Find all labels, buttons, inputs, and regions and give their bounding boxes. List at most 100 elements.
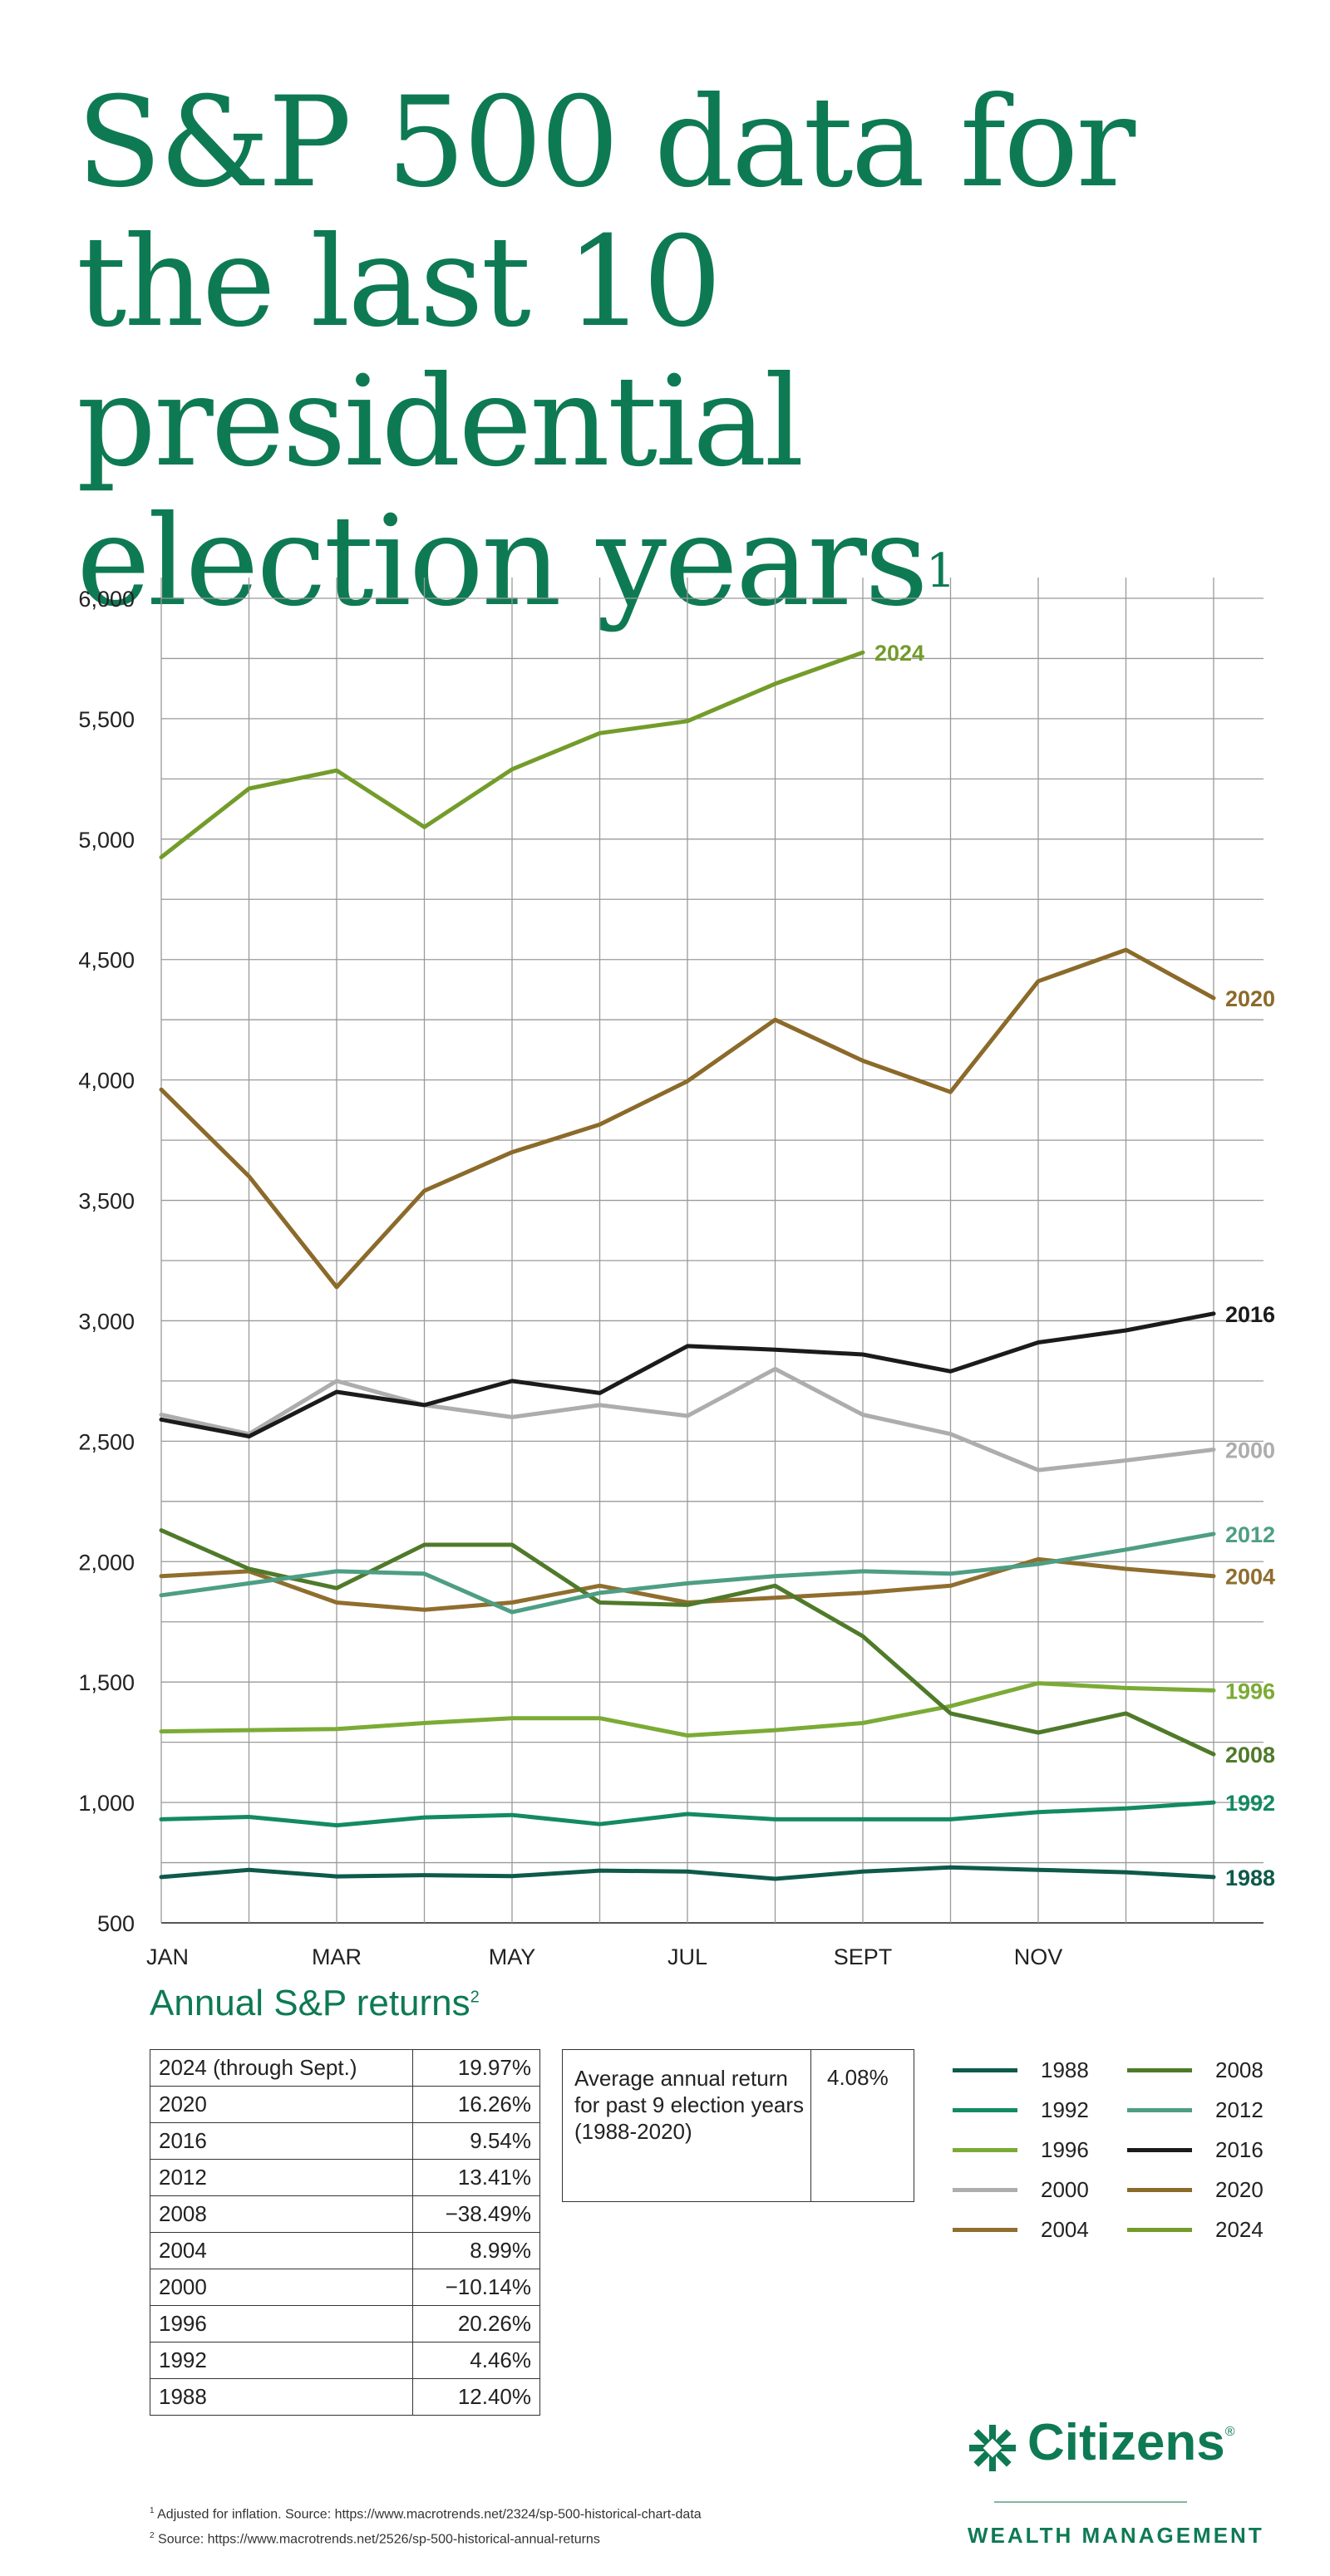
legend-label: 2008 xyxy=(1215,2057,1264,2082)
legend-item: 2024 xyxy=(1127,2217,1264,2242)
series-label-2008: 2008 xyxy=(1225,1743,1275,1767)
chart-axis: 6,000 5,500 5,000 4,500 4,000 3,500 3,000 2,500… xyxy=(78,587,1062,1969)
returns-year: 2016 xyxy=(150,2122,413,2160)
y-tick-label: 5,000 xyxy=(78,828,135,853)
legend-label: 2016 xyxy=(1215,2137,1264,2162)
legend-swatch xyxy=(1127,2107,1192,2112)
returns-value: 16.26% xyxy=(412,2086,540,2123)
footnote-1-marker: 1 xyxy=(150,2506,155,2515)
series-label-1988: 1988 xyxy=(1225,1866,1275,1890)
legend-item: 1992 xyxy=(953,2097,1089,2122)
table-row: 2000 −10.14% xyxy=(150,2269,540,2306)
returns-year: 2004 xyxy=(150,2232,413,2269)
returns-title: Annual S&P returns2 xyxy=(150,1983,480,2024)
returns-table: 2024 (through Sept.) 19.97% 2020 16.26% 2016… xyxy=(150,2049,540,2416)
returns-year: 2000 xyxy=(150,2269,413,2306)
y-tick-label: 4,000 xyxy=(78,1069,135,1094)
y-tick-label: 6,000 xyxy=(78,587,135,612)
footnote-1: 1 Adjusted for inflation. Source: https:… xyxy=(150,2506,702,2522)
series-line-2012 xyxy=(159,1531,1216,1615)
legend-item: 2004 xyxy=(953,2217,1089,2242)
series-line-1988 xyxy=(159,1865,1216,1881)
series-line-2024 xyxy=(159,650,865,860)
series-label-1996: 1996 xyxy=(1225,1679,1275,1703)
line-chart: 6,000 5,500 5,000 4,500 4,000 3,500 3,000 2,500… xyxy=(78,578,1275,1969)
legend-item: 2000 xyxy=(953,2177,1089,2202)
returns-year: 1996 xyxy=(150,2305,413,2342)
series-label-1992: 1992 xyxy=(1225,1791,1275,1816)
legend-swatch xyxy=(953,2107,1017,2112)
legend-label: 2012 xyxy=(1215,2097,1264,2122)
y-tick-label: 5,500 xyxy=(78,707,135,732)
y-tick-label: 3,500 xyxy=(78,1189,135,1214)
legend-item: 1996 xyxy=(953,2137,1089,2162)
returns-year: 1992 xyxy=(150,2342,413,2379)
legend-item: 2012 xyxy=(1127,2097,1264,2122)
series-label-2012: 2012 xyxy=(1225,1522,1275,1547)
returns-year: 1988 xyxy=(150,2378,413,2416)
series-line-2000 xyxy=(159,1366,1216,1472)
returns-value: 4.46% xyxy=(412,2342,540,2379)
footnote-2-text: Source: https://www.macrotrends.net/2526… xyxy=(158,2532,600,2547)
brand-name: Citizens® xyxy=(1027,2413,1235,2472)
brand-name-text: Citizens xyxy=(1027,2414,1225,2471)
legend-item: 2016 xyxy=(1127,2137,1264,2162)
legend-label: 1992 xyxy=(1041,2097,1089,2122)
returns-year: 2012 xyxy=(150,2159,413,2196)
series-label-2016: 2016 xyxy=(1225,1302,1275,1327)
series-label-2004: 2004 xyxy=(1225,1565,1275,1590)
citizens-mark-icon xyxy=(969,2425,1016,2471)
series-line-2020 xyxy=(159,947,1216,1290)
brand-registered-mark: ® xyxy=(1224,2425,1235,2439)
table-row: 2004 8.99% xyxy=(150,2232,540,2269)
y-tick-label: 2,500 xyxy=(78,1429,135,1454)
table-row: 2020 16.26% xyxy=(150,2086,540,2123)
table-row: 2012 13.41% xyxy=(150,2159,540,2196)
x-tick-label: JUL xyxy=(667,1944,707,1969)
y-tick-label: 500 xyxy=(97,1911,135,1936)
average-return-box: Average annual return for past 9 electio… xyxy=(562,2049,914,2202)
table-row: 1988 12.40% xyxy=(150,2378,540,2416)
series-line-1996 xyxy=(159,1681,1216,1738)
series-line-2004 xyxy=(159,1556,1216,1612)
returns-footnote-ref: 2 xyxy=(470,1988,480,2007)
table-row: 2024 (through Sept.) 19.97% xyxy=(150,2049,540,2087)
series-line-1992 xyxy=(159,1800,1216,1828)
legend-swatch xyxy=(953,2187,1017,2192)
legend-label: 1988 xyxy=(1041,2057,1089,2082)
y-tick-label: 1,000 xyxy=(78,1791,135,1816)
table-row: 1996 20.26% xyxy=(150,2305,540,2342)
table-row: 2016 9.54% xyxy=(150,2122,540,2160)
page-title: S&P 500 data for the last 10 presidentia… xyxy=(76,73,1273,632)
legend-label: 2000 xyxy=(1041,2177,1089,2202)
x-tick-label: JAN xyxy=(146,1944,189,1969)
returns-year: 2024 (through Sept.) xyxy=(150,2049,413,2087)
average-return-value: 4.08% xyxy=(827,2065,889,2090)
legend-swatch xyxy=(1127,2147,1192,2152)
average-return-label: Average annual return for past 9 electio… xyxy=(574,2066,805,2144)
legend-label: 2020 xyxy=(1215,2177,1264,2202)
returns-year: 2008 xyxy=(150,2195,413,2233)
y-tick-label: 4,500 xyxy=(78,948,135,973)
returns-year: 2020 xyxy=(150,2086,413,2123)
x-tick-label: MAR xyxy=(312,1944,362,1969)
legend-label: 1996 xyxy=(1041,2137,1089,2162)
brand-divider xyxy=(994,2501,1187,2503)
legend-item: 2020 xyxy=(1127,2177,1264,2202)
x-tick-label: MAY xyxy=(489,1944,536,1969)
brand-subtitle: WEALTH MANAGEMENT xyxy=(968,2523,1264,2548)
title-text: S&P 500 data for the last 10 presidentia… xyxy=(76,71,1135,634)
legend-swatch xyxy=(953,2147,1017,2152)
series-label-2000: 2000 xyxy=(1225,1438,1275,1463)
x-tick-label: SEPT xyxy=(834,1944,893,1969)
legend-label: 2004 xyxy=(1041,2217,1089,2242)
chart-grid xyxy=(160,578,1264,1924)
legend-swatch xyxy=(1127,2187,1192,2192)
returns-value: −38.49% xyxy=(412,2195,540,2233)
returns-value: 9.54% xyxy=(412,2122,540,2160)
legend-item: 1988 xyxy=(953,2057,1089,2082)
table-row: 2008 −38.49% xyxy=(150,2195,540,2233)
returns-value: −10.14% xyxy=(412,2269,540,2306)
legend-item: 2008 xyxy=(1127,2057,1264,2082)
legend-swatch xyxy=(953,2227,1017,2232)
